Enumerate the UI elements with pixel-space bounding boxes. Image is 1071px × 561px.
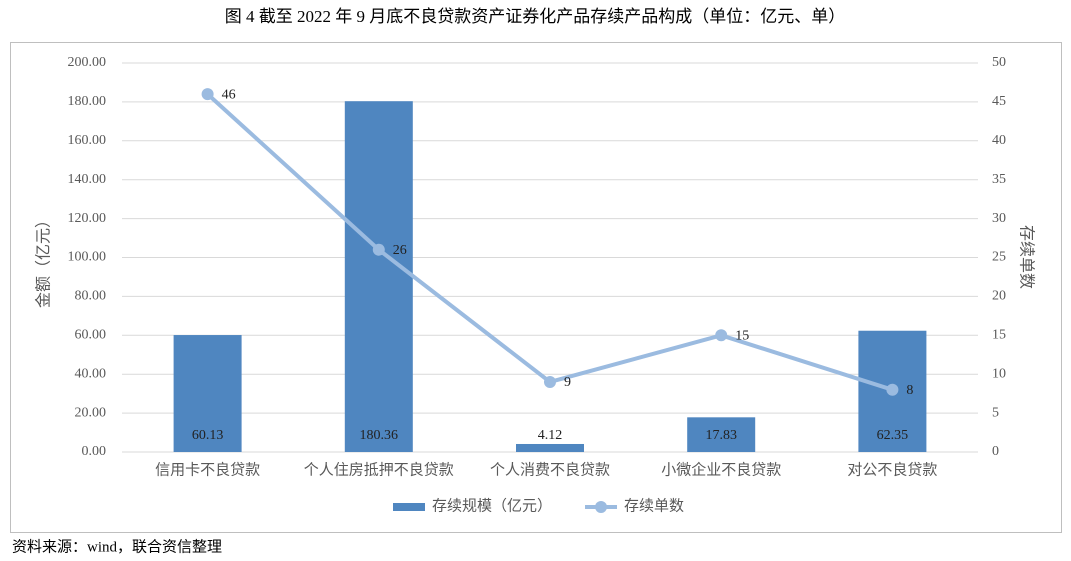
line-value-label: 15 [735,329,749,344]
y2-tick-label: 5 [992,405,999,420]
x-tick-label: 信用卡不良贷款 [155,461,260,478]
source-note: 资料来源：wind，联合资信整理 [12,538,222,555]
line-point [886,383,899,396]
y-tick-label: 0.00 [82,444,107,459]
y2-tick-label: 45 [992,94,1006,109]
line-value-label: 8 [906,383,913,398]
y-tick-label: 160.00 [68,133,107,148]
line [206,92,894,392]
y2-tick-label: 35 [992,172,1006,187]
y-tick-label: 100.00 [68,250,107,265]
x-tick-label: 对公不良贷款 [847,461,937,478]
bar [173,335,242,452]
bar-value-label: 4.12 [538,428,563,443]
line-value-label: 46 [222,87,236,102]
x-tick-label: 小微企业不良贷款 [661,460,781,478]
y-tick-label: 120.00 [68,211,107,226]
y-axis-label: 金额（亿元） [35,212,53,308]
y2-tick-label: 50 [992,55,1006,70]
line-point [715,329,728,342]
y-tick-label: 140.00 [68,172,107,187]
y2-tick-label: 25 [992,250,1006,265]
line-point [201,88,214,101]
y2-tick-label: 0 [992,444,999,459]
bar-value-label: 180.36 [360,428,399,443]
legend-label: 存续规模（亿元） [432,497,552,514]
y-tick-label: 80.00 [75,289,107,304]
y-tick-label: 20.00 [75,405,107,420]
y-tick-label: 40.00 [75,366,107,381]
x-tick-label: 个人住房抵押不良贷款 [304,461,454,478]
y-tick-label: 200.00 [68,55,107,70]
y-tick-label: 60.00 [75,328,107,343]
legend-label: 存续单数 [624,497,684,514]
legend-swatch [595,501,608,513]
line-value-label: 9 [564,375,571,390]
legend-swatch [393,503,425,511]
x-tick-label: 个人消费不良贷款 [490,461,610,478]
y2-tick-label: 10 [992,366,1006,381]
y2-tick-label: 30 [992,211,1006,226]
line-point [544,375,556,388]
bar [687,417,756,452]
line-point [372,243,385,256]
line-value-label: 26 [393,243,407,258]
y2-tick-label: 20 [992,289,1006,304]
chart-frame [10,42,1062,533]
bar-value-label: 17.83 [705,428,737,443]
y2-tick-label: 40 [992,133,1006,148]
y2-tick-label: 15 [992,328,1006,343]
chart-title: 图 4 截至 2022 年 9 月底不良贷款资产证券化产品存续产品构成（单位：亿… [225,7,846,26]
y-tick-label: 180.00 [68,94,107,109]
y2-axis-label: 存续单数 [1017,225,1035,289]
bar [516,443,584,452]
bar-value-label: 60.13 [192,428,224,443]
bar-value-label: 62.35 [877,428,909,443]
bar [344,101,413,452]
